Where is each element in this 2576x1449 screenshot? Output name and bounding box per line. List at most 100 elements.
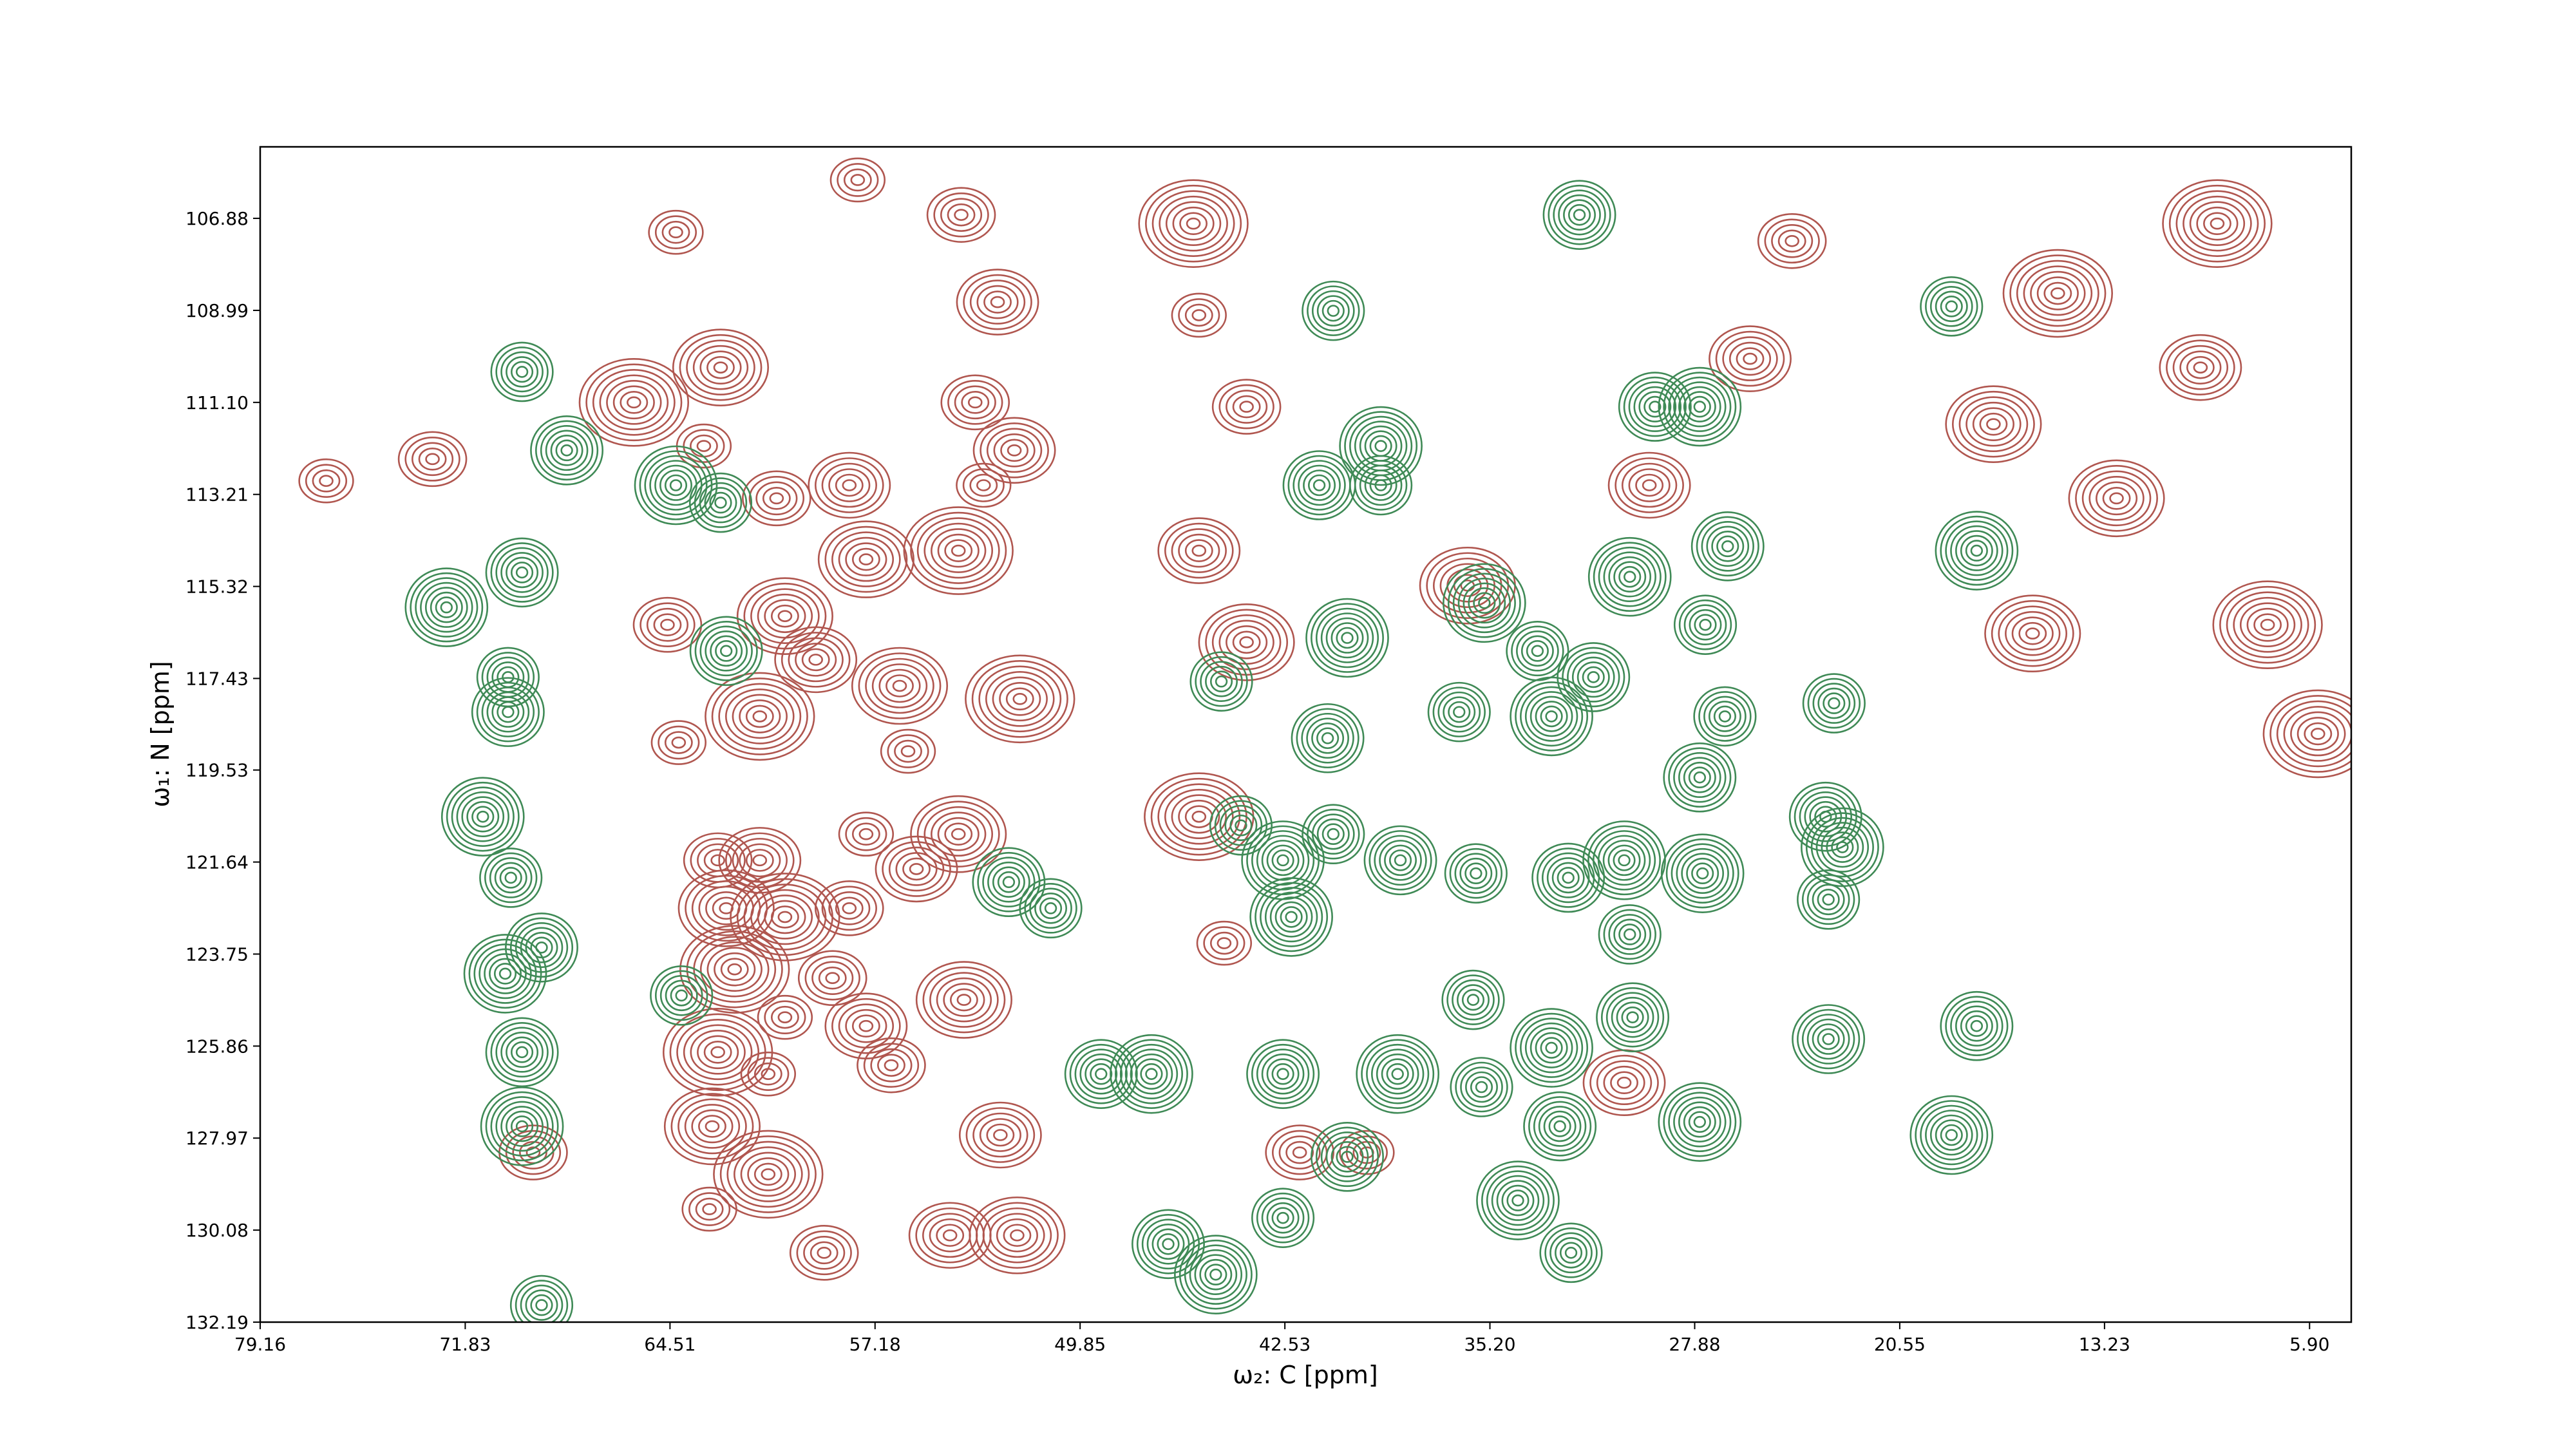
contour-ring <box>910 511 1007 590</box>
peak-contour <box>1246 1039 1320 1109</box>
contour-ring <box>1162 1238 1175 1251</box>
contour-ring <box>1945 1129 1958 1141</box>
peak-contour <box>1510 676 1593 757</box>
contour-ring <box>1266 1058 1300 1090</box>
contour-ring <box>1668 1092 1732 1152</box>
contour-ring <box>1958 396 2029 452</box>
peak-contour <box>1211 379 1282 435</box>
contour-ring <box>466 800 500 833</box>
contour-ring <box>1633 386 1677 428</box>
contour-ring <box>1828 697 1841 710</box>
contour-ring <box>689 616 763 687</box>
contour-ring <box>1624 571 1636 583</box>
contour-ring <box>1239 636 1254 649</box>
contour-ring <box>824 526 908 593</box>
x-tick-label: 13.23 <box>2079 1334 2130 1355</box>
contour-ring <box>1603 1065 1645 1100</box>
peak-contour <box>1607 451 1691 519</box>
contour-ring <box>1376 1053 1419 1095</box>
contour-ring <box>1261 840 1305 881</box>
contour-ring <box>739 699 781 734</box>
contour-ring <box>1256 1048 1310 1099</box>
contour-ring <box>1501 1184 1535 1217</box>
contour-ring <box>1249 877 1333 957</box>
peak-contour <box>915 961 1012 1039</box>
contour-ring <box>1251 1043 1315 1104</box>
contour-ring <box>745 705 774 728</box>
contour-ring <box>1178 533 1220 568</box>
contour-ring <box>1533 1101 1587 1152</box>
contour-ring <box>477 810 489 823</box>
contour-ring <box>1545 710 1558 723</box>
contour-ring <box>1285 911 1298 923</box>
contour-ring <box>821 886 877 931</box>
contour-ring <box>1955 530 1998 571</box>
contour-ring <box>1138 179 1249 268</box>
contour-ring <box>1194 1254 1238 1295</box>
peak-contour <box>1132 1209 1205 1280</box>
contour-ring <box>1693 401 1707 413</box>
contour-ring <box>1432 687 1486 737</box>
contour-ring <box>1673 594 1738 655</box>
contour-ring <box>1799 791 1852 842</box>
peak-contour <box>530 415 604 486</box>
contour-ring <box>1069 1043 1133 1104</box>
contour-ring <box>1665 838 1739 909</box>
contour-ring <box>545 430 589 471</box>
contour-ring <box>1618 854 1631 867</box>
y-tick-label: 119.53 <box>185 760 249 781</box>
contour-ring <box>951 828 966 840</box>
x-axis-label: ω₂: C [ppm] <box>1233 1361 1378 1389</box>
peak-contour <box>490 341 554 402</box>
contour-ring <box>719 902 734 914</box>
contour-ring <box>1602 840 1646 881</box>
contour-ring <box>817 520 914 598</box>
contour-ring <box>1191 309 1207 321</box>
peak-contour <box>1909 1095 1994 1175</box>
contour-ring <box>1628 381 1682 432</box>
contour-ring <box>2179 350 2222 384</box>
contour-ring <box>954 385 996 420</box>
contour-ring <box>485 1017 559 1088</box>
contour-ring <box>484 852 538 904</box>
contour-ring <box>1287 455 1351 516</box>
contour-ring <box>710 854 725 867</box>
contour-ring <box>944 822 973 846</box>
peak-contour <box>903 506 1014 595</box>
contour-ring <box>500 552 544 593</box>
contour-ring <box>2025 627 2040 640</box>
contour-ring <box>694 477 748 528</box>
contour-ring <box>926 187 996 243</box>
contour-ring <box>1174 1235 1258 1314</box>
contour-ring <box>1256 1192 1310 1244</box>
contour-ring <box>714 952 756 987</box>
contour-ring <box>515 566 529 579</box>
contour-ring <box>1251 1188 1315 1248</box>
contour-ring <box>486 691 530 733</box>
contour-ring <box>1302 804 1365 865</box>
contour-ring <box>1446 974 1500 1025</box>
contour-ring <box>696 440 712 452</box>
y-tick-label: 115.32 <box>185 576 249 598</box>
y-tick-label: 108.99 <box>185 300 249 321</box>
contour-ring <box>1336 1146 1359 1168</box>
peak-contour <box>1935 511 2019 591</box>
contour-ring <box>1282 450 1356 520</box>
contour-ring <box>504 871 517 884</box>
contour-ring <box>894 739 922 763</box>
contour-ring <box>936 977 992 1023</box>
peak-contour <box>1443 563 1526 643</box>
contour-ring <box>690 1030 746 1075</box>
contour-ring <box>1618 372 1692 442</box>
peak-contour <box>578 358 690 447</box>
peak-contour <box>663 1087 761 1166</box>
contour-ring <box>2036 276 2079 310</box>
contour-ring <box>1950 525 2003 576</box>
contour-ring <box>1510 1008 1593 1088</box>
contour-ring <box>770 604 799 628</box>
contour-ring <box>1468 587 1501 619</box>
contour-ring <box>560 444 573 457</box>
contour-ring <box>1455 1061 1508 1113</box>
peak-contour <box>1302 280 1365 341</box>
contour-ring <box>1960 1010 1993 1042</box>
